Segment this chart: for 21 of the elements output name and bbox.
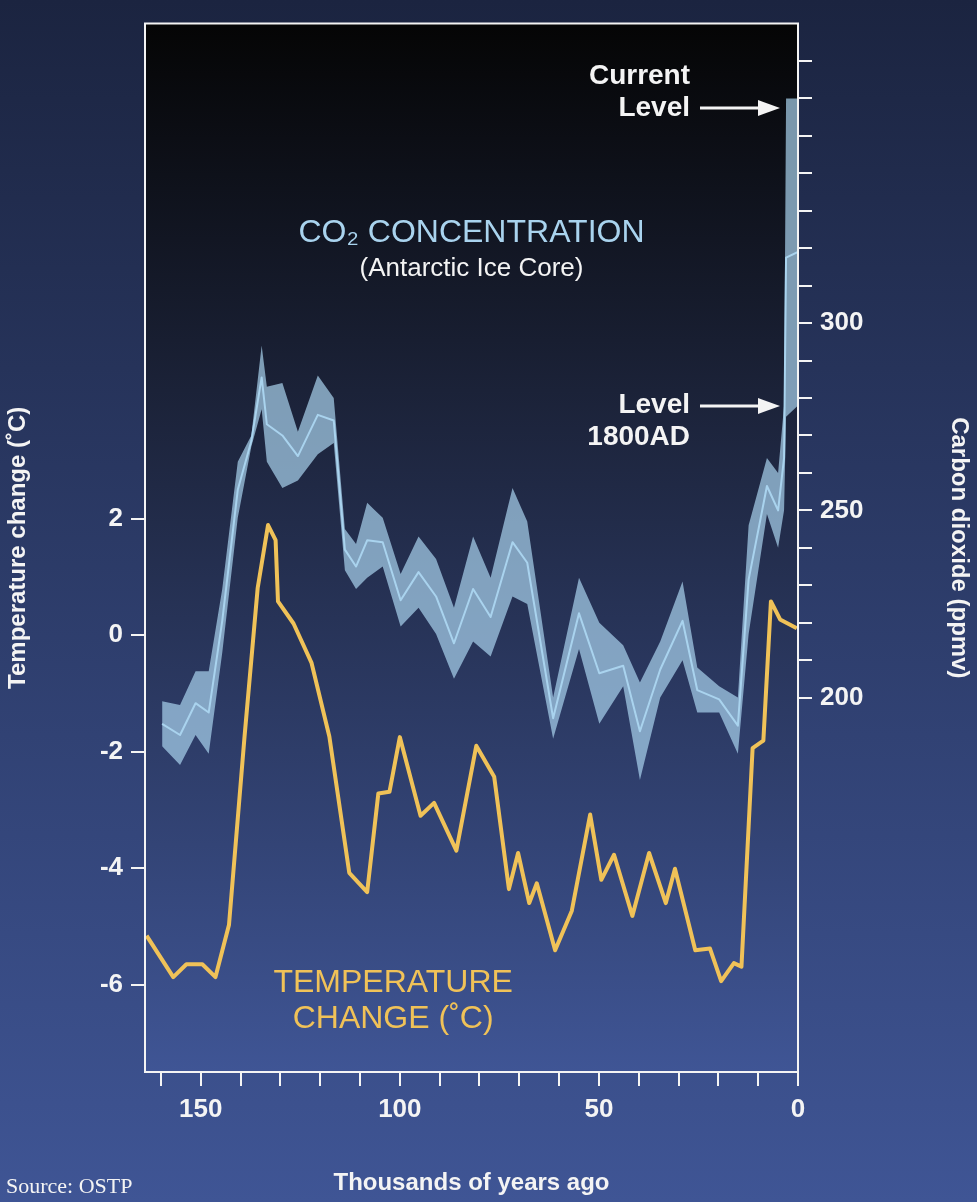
- text: CO₂ CONCENTRATION: [298, 213, 645, 250]
- annotation: (Antarctic Ice Core): [359, 252, 584, 283]
- y-tick-label: -6: [99, 967, 123, 998]
- y-tick-label: 0: [108, 618, 123, 649]
- y-tick-label: -4: [99, 851, 124, 882]
- y-tick-label: -2: [99, 734, 123, 765]
- y2-tick-label: 300: [820, 306, 864, 337]
- x-tick-label: 50: [584, 1092, 614, 1123]
- y2-tick-label: 200: [820, 680, 864, 711]
- x-tick-label: 150: [179, 1092, 223, 1123]
- y-tick-label: 2: [108, 501, 123, 532]
- source-note: Source: OSTP: [6, 1172, 133, 1198]
- y-axis-title: Temperature change (˚C): [3, 406, 31, 689]
- series-label: TEMPERATURE CHANGE (˚C): [273, 962, 513, 1035]
- y2-axis-title: Carbon dioxide (ppmv): [946, 417, 974, 679]
- annotation: Level 1800AD: [587, 388, 691, 452]
- y2-tick-label: 250: [820, 493, 864, 524]
- x-axis-title: Thousands of years ago: [333, 1168, 610, 1196]
- x-tick-label: 0: [790, 1092, 806, 1123]
- x-tick-label: 100: [378, 1092, 422, 1123]
- annotation: Current Level: [588, 59, 691, 123]
